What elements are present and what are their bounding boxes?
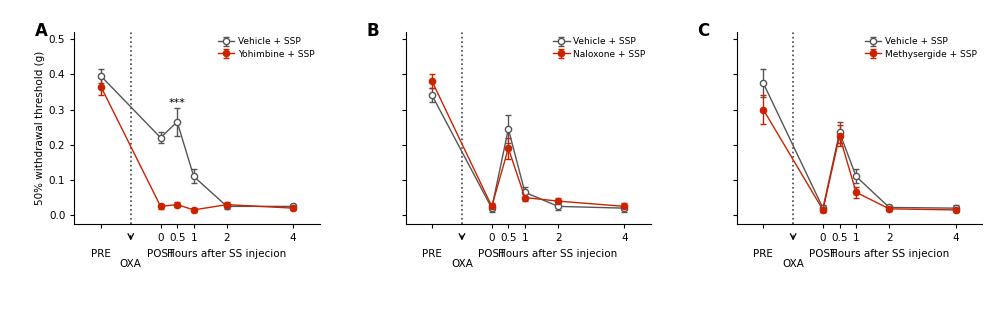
Text: B: B [366,22,379,40]
Legend: Vehicle + SSP, Naloxone + SSP: Vehicle + SSP, Naloxone + SSP [553,36,647,60]
Text: PRE: PRE [753,249,773,259]
Text: OXA: OXA [120,259,142,269]
Text: Hours after SS injecion: Hours after SS injecion [829,249,949,259]
Text: A: A [35,22,48,40]
Text: POST: POST [147,249,175,259]
Text: ***: *** [169,99,186,108]
Text: OXA: OXA [451,259,473,269]
Y-axis label: 50% withdrawal threshold (g): 50% withdrawal threshold (g) [35,51,45,205]
Text: Hours after SS injecion: Hours after SS injecion [498,249,618,259]
Text: POST: POST [478,249,506,259]
Text: POST: POST [809,249,836,259]
Legend: Vehicle + SSP, Yohimbine + SSP: Vehicle + SSP, Yohimbine + SSP [217,36,315,60]
Text: PRE: PRE [91,249,111,259]
Text: C: C [697,22,709,40]
Text: OXA: OXA [782,259,805,269]
Text: Hours after SS injecion: Hours after SS injecion [168,249,287,259]
Text: PRE: PRE [423,249,442,259]
Legend: Vehicle + SSP, Methysergide + SSP: Vehicle + SSP, Methysergide + SSP [864,36,977,60]
